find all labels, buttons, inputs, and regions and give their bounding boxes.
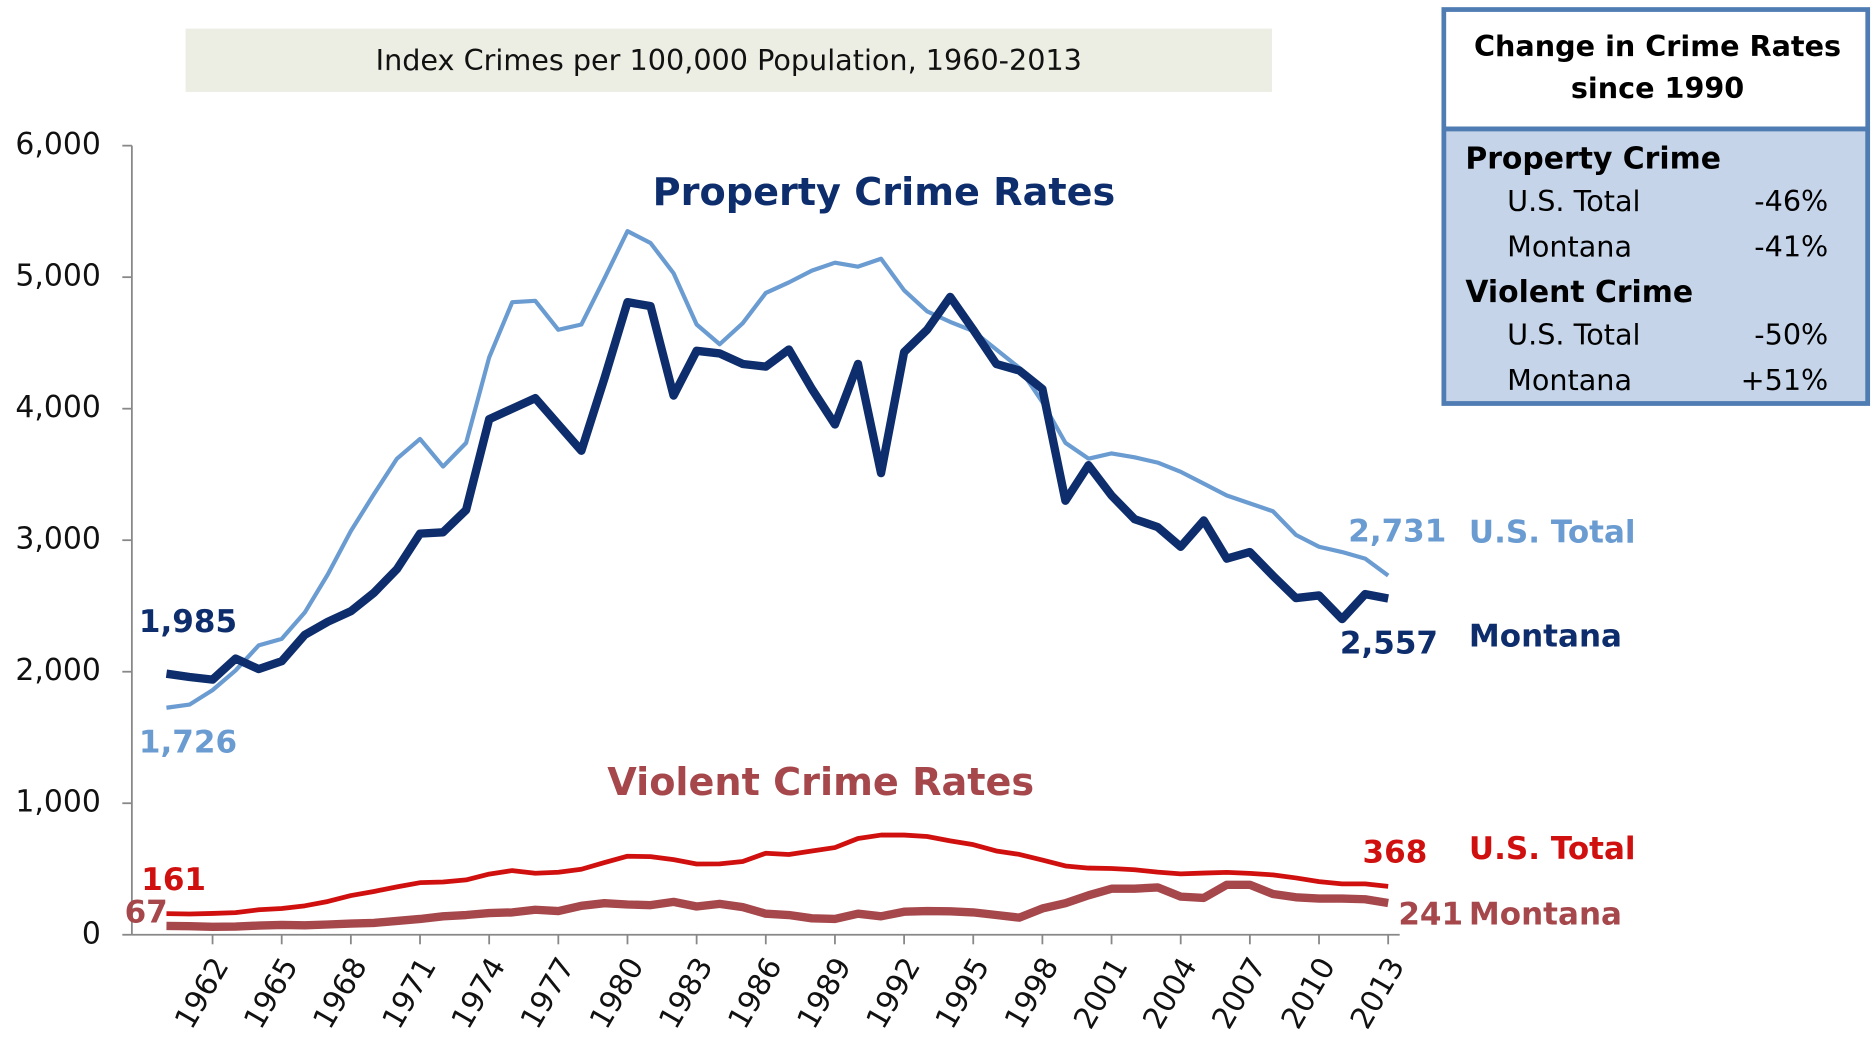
line-series [165, 292, 1389, 684]
data-label: 368 [1363, 835, 1428, 871]
x-tick-label: 2010 [1275, 952, 1343, 1035]
x-tick-label: 2004 [1136, 952, 1204, 1035]
y-tick-label: 4,000 [15, 390, 100, 425]
data-label: 1,985 [139, 604, 237, 640]
table-cell: U.S. Total [1507, 318, 1640, 352]
data-label: 67 [125, 894, 168, 930]
y-tick-label: 2,000 [15, 653, 100, 688]
x-tick-label: 1989 [791, 952, 859, 1035]
x-tick-label: 1965 [237, 952, 305, 1035]
y-tick-label: 5,000 [15, 259, 100, 294]
x-tick-label: 1968 [306, 952, 374, 1035]
table-heading: Property Crime [1465, 141, 1721, 176]
x-tick-label: 1992 [860, 952, 928, 1035]
legend-label: U.S. Total [1469, 831, 1636, 867]
table-title-box: Change in Crime Rates since 1990 [1474, 29, 1842, 106]
table-cell: -41% [1754, 229, 1828, 263]
data-label: 241 [1398, 897, 1463, 933]
line-series [166, 832, 1389, 917]
x-tick-label: 1977 [514, 952, 582, 1035]
x-tick-label: 1962 [168, 952, 236, 1035]
y-tick-label: 1,000 [15, 785, 100, 820]
annotation: Violent Crime Rates [607, 761, 1034, 805]
legend-label: Montana [1469, 618, 1622, 654]
table-cell: +51% [1741, 363, 1829, 397]
data-label: 2,557 [1340, 626, 1438, 662]
table-title: Change in Crime Rates since 1990 [1474, 29, 1842, 106]
x-tick-label: 1986 [721, 952, 789, 1035]
y-tick-label: 6,000 [15, 127, 100, 162]
data-label: 1,726 [139, 725, 237, 761]
table-cell: -46% [1754, 184, 1828, 218]
y-tick-label: 0 [82, 916, 101, 951]
data-label: 161 [141, 862, 206, 898]
title-box [185, 28, 1272, 92]
legend-label: U.S. Total [1469, 515, 1636, 551]
x-tick-label: 2007 [1205, 952, 1273, 1035]
line-series [166, 229, 1390, 710]
x-tick-label: 1995 [929, 952, 997, 1035]
x-tick-label: 1980 [583, 952, 651, 1035]
table-cell: Montana [1507, 229, 1632, 263]
legend-label: Montana [1469, 897, 1622, 933]
annotation: Property Crime Rates [653, 171, 1116, 215]
table-cell: Montana [1507, 363, 1632, 397]
y-tick-label: 3,000 [15, 522, 100, 557]
x-tick-label: 1983 [652, 952, 720, 1035]
x-tick-label: 2013 [1344, 952, 1412, 1035]
table-header-bg [1446, 11, 1866, 129]
x-tick-label: 1971 [376, 952, 444, 1035]
table-cell: U.S. Total [1507, 184, 1640, 218]
line-series [166, 880, 1389, 932]
chart-title: Index Crimes per 100,000 Population, 196… [376, 43, 1082, 77]
x-tick-label: 1974 [445, 952, 513, 1035]
x-tick-label: 1998 [998, 952, 1066, 1035]
table-cell: -50% [1754, 318, 1828, 352]
data-label: 2,731 [1348, 513, 1446, 549]
change-table: Change in Crime Rates since 1990 Propert… [1441, 7, 1871, 406]
x-tick-label: 2001 [1067, 952, 1135, 1035]
table-heading: Violent Crime [1465, 275, 1693, 310]
